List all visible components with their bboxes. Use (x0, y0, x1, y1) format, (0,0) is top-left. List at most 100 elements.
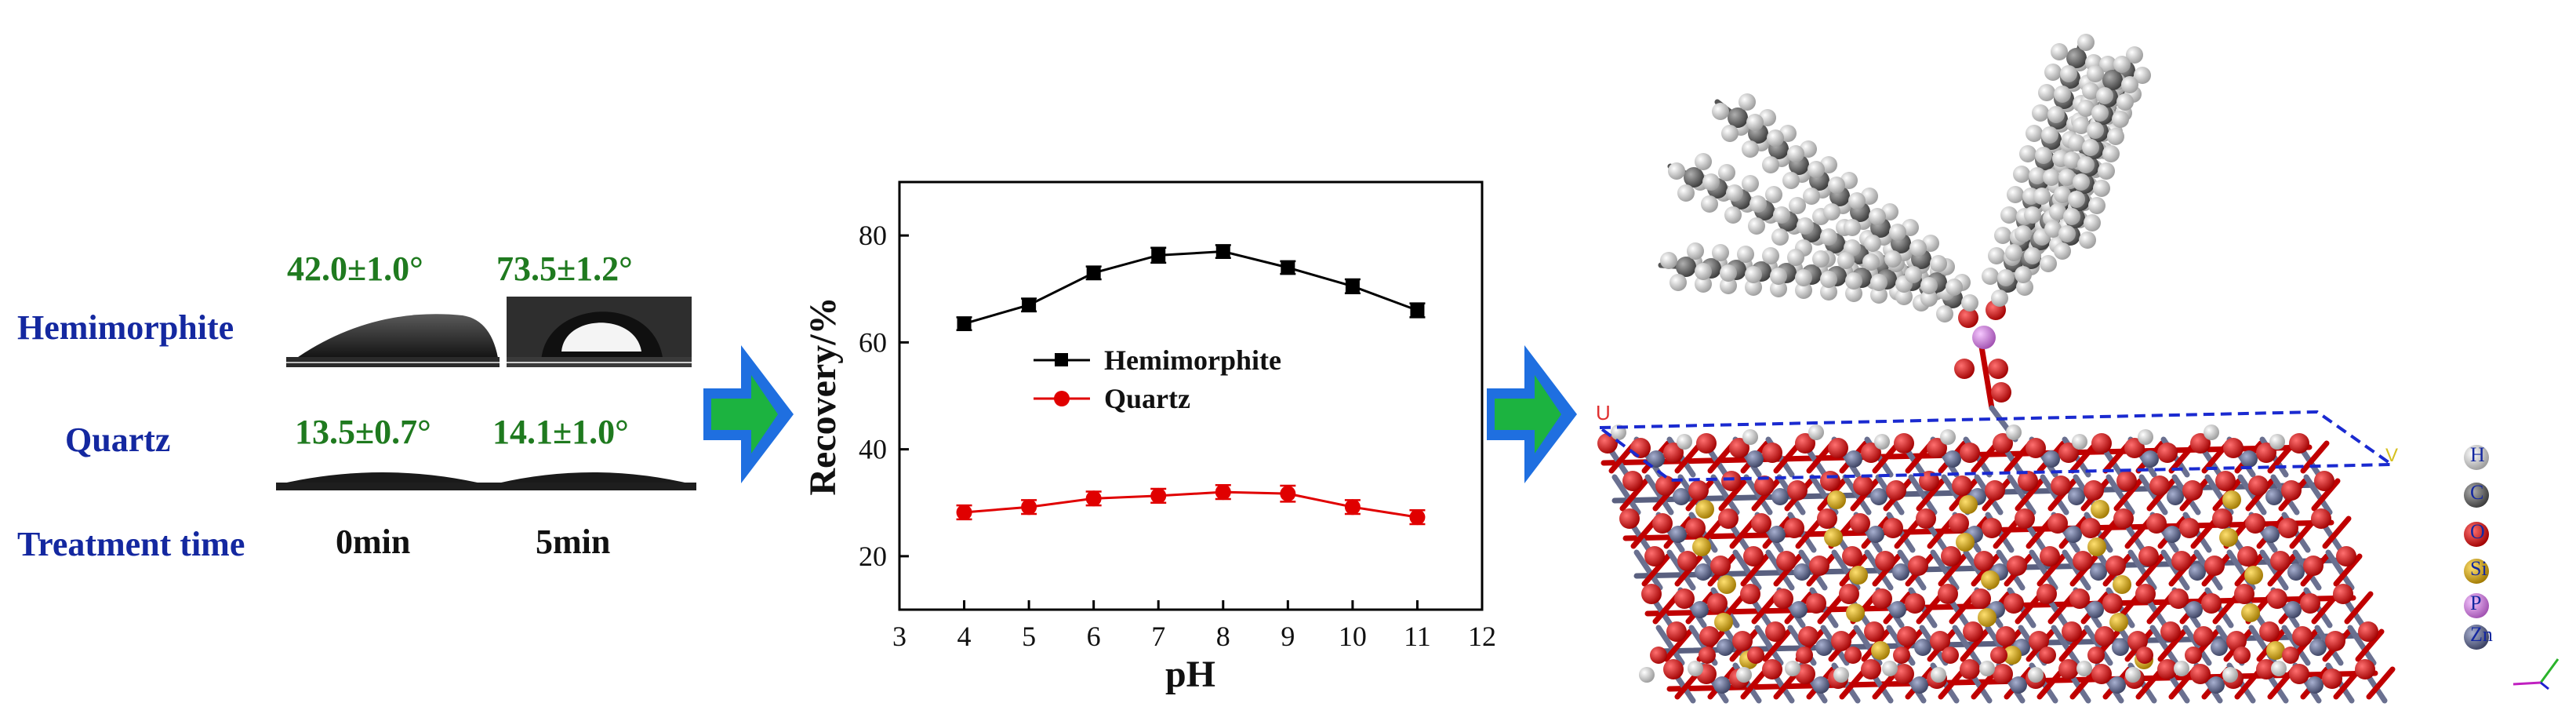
atom-h (1820, 283, 1837, 301)
atom-h (2125, 667, 2141, 683)
atom-c (2066, 48, 2087, 68)
atom-zn (2090, 563, 2107, 581)
atom-h (1687, 242, 1704, 260)
bond (2058, 628, 2088, 662)
atom-o (2105, 556, 2126, 576)
angle-quartz-0min: 13.5±0.7° (295, 413, 431, 451)
atom-zn (2043, 450, 2060, 468)
bond (1762, 628, 1792, 662)
atom-h (1930, 255, 1947, 272)
atom-o (2116, 471, 2137, 491)
atom-h (2016, 279, 2033, 296)
atom-o (2084, 480, 2104, 501)
atom-o (1696, 433, 1717, 454)
atom-o (1850, 513, 1870, 534)
droplet-image-quartz-5min (489, 463, 696, 491)
atom-h (1909, 239, 1927, 257)
atom-o (2029, 631, 2049, 651)
atom-h (1639, 667, 1655, 683)
atom-h (2026, 125, 2043, 142)
bond (1765, 549, 1795, 591)
atom-o (2051, 475, 2071, 496)
atom-h (1746, 114, 1764, 131)
bond (2105, 474, 2135, 516)
y-tick-label: 60 (859, 326, 887, 358)
bond (1952, 625, 1982, 666)
atom-si (1959, 495, 1978, 514)
bond (2036, 553, 2066, 587)
data-point-quartz (1215, 484, 1231, 501)
atom-o (1747, 647, 1764, 664)
atom-c (1676, 257, 1696, 277)
bond (2322, 516, 2352, 549)
atom-h (2099, 56, 2116, 73)
time-label-0min: 0min (336, 523, 410, 561)
x-tick-label: 12 (1468, 621, 1496, 652)
bond (2015, 591, 2044, 625)
atom-h (2007, 186, 2024, 203)
legend-item-hemimorphite: Hemimorphite (1034, 344, 1281, 376)
atom-o (2215, 471, 2236, 491)
atom-h (2102, 145, 2120, 162)
atom-o (2223, 438, 2244, 458)
atom-o (2095, 626, 2115, 647)
atom-h (2043, 169, 2060, 186)
atom-o (2358, 621, 2378, 642)
atom-o (1991, 382, 2011, 403)
atom-o (1809, 556, 1829, 576)
atom-zn (1812, 676, 1829, 694)
atom-o (1655, 475, 1676, 496)
atom-h (1844, 219, 1861, 236)
atom-o (1831, 631, 1851, 651)
element-legend: H C O Si P Zn (2464, 443, 2493, 650)
atom-h (1994, 227, 2011, 244)
atom-h (2049, 203, 2066, 220)
atom-zn (1768, 526, 1786, 543)
bond (1718, 478, 1748, 512)
atom-o (1942, 647, 1959, 664)
atom-o (2322, 669, 2342, 689)
bond (1644, 474, 1674, 516)
atom-o (1754, 475, 1775, 496)
atom-o (1674, 588, 1695, 609)
atom-h (1660, 252, 1677, 269)
atom-h (2035, 147, 2052, 164)
atom-o (2136, 647, 2153, 664)
atom-h (2015, 266, 2032, 283)
bond (2040, 474, 2069, 516)
atom-zn (2207, 676, 2225, 694)
atom-o (2168, 588, 2189, 609)
atom-si (2087, 537, 2106, 556)
droplet-image-hemimorphite-5min (507, 297, 692, 367)
atom-o (1776, 551, 1797, 571)
atom-zn (2265, 488, 2283, 505)
bond (2051, 625, 2080, 666)
atom-zn (1669, 526, 1687, 543)
atom-o (2325, 631, 2345, 651)
atom-o (1893, 647, 1910, 664)
atom-o (1960, 443, 1980, 463)
atom-h (1712, 103, 1729, 120)
atom-h (2134, 67, 2151, 84)
atom-o (1699, 647, 1716, 664)
atom-si (2222, 490, 2241, 509)
bond (1655, 625, 1685, 666)
atom-h (2072, 434, 2087, 450)
atom-h (1961, 294, 1978, 311)
atom-h (2077, 34, 2095, 51)
legend-item-quartz: Quartz (1034, 383, 1190, 414)
bond (2234, 666, 2264, 700)
bond (1842, 474, 1872, 516)
atom-o (1853, 475, 1873, 496)
atom-o (2062, 621, 2082, 642)
atom-h (1946, 279, 1963, 296)
atom-o (2259, 621, 2280, 642)
atom-zn (2262, 526, 2280, 543)
legend-element-h: H (2464, 443, 2489, 470)
data-point-quartz (1409, 509, 1426, 526)
bond (1743, 474, 1773, 516)
atom-o (2226, 631, 2247, 651)
atom-h (1869, 208, 1886, 225)
atom-o (2127, 631, 2148, 651)
